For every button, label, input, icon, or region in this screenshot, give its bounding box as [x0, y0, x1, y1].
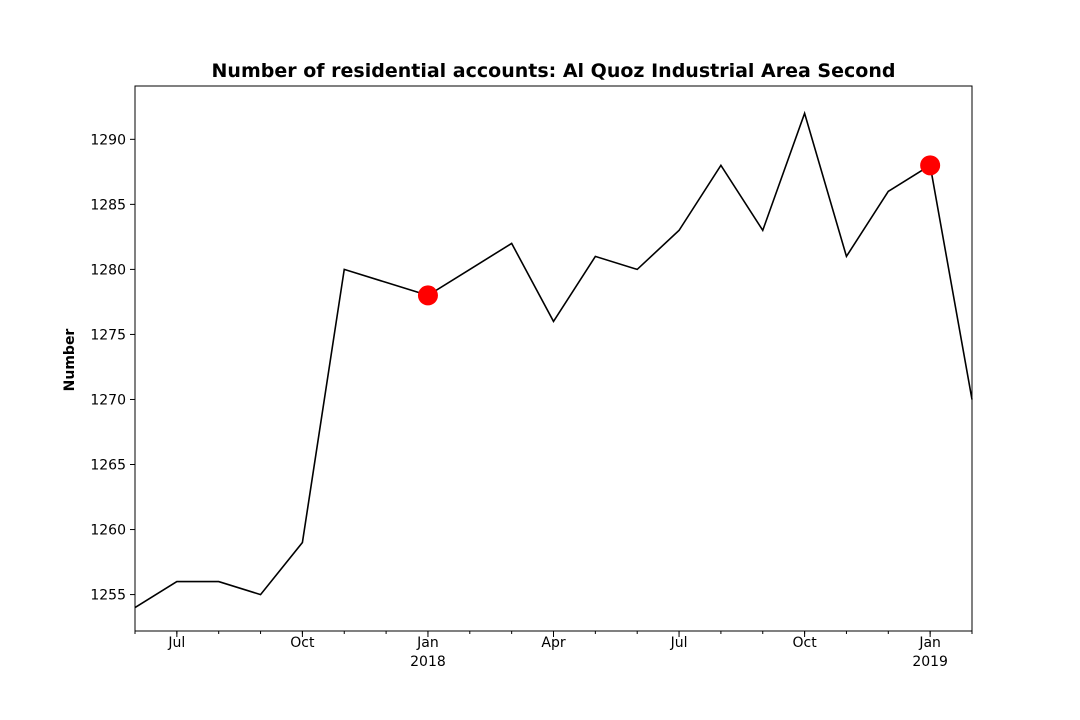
x-tick-label: Apr [541, 635, 565, 651]
x-tick-year-label: 2019 [912, 654, 948, 670]
x-tick-label: Jul [167, 635, 185, 651]
y-tick-label: 1275 [90, 327, 126, 343]
highlight-point [920, 155, 941, 176]
y-tick-label: 1290 [90, 132, 126, 148]
series-line [134, 110, 973, 609]
y-tick-label: 1280 [90, 262, 126, 278]
x-tick-label: Oct [792, 635, 817, 651]
y-tick-label: 1270 [90, 392, 126, 408]
x-tick-year-label: 2018 [410, 654, 446, 670]
y-tick-label: 1285 [90, 197, 126, 213]
y-tick-label: 1255 [90, 588, 126, 604]
highlight-point [417, 285, 438, 306]
x-tick-label: Oct [290, 635, 315, 651]
y-tick-label: 1260 [90, 523, 126, 539]
x-tick-label: Jul [670, 635, 688, 651]
x-tick-label: Jan [918, 635, 941, 651]
plot-frame [134, 85, 973, 632]
x-tick-label: Jan [416, 635, 439, 651]
chart-title: Number of residential accounts: Al Quoz … [211, 60, 896, 82]
y-tick-label: 1265 [90, 458, 126, 474]
